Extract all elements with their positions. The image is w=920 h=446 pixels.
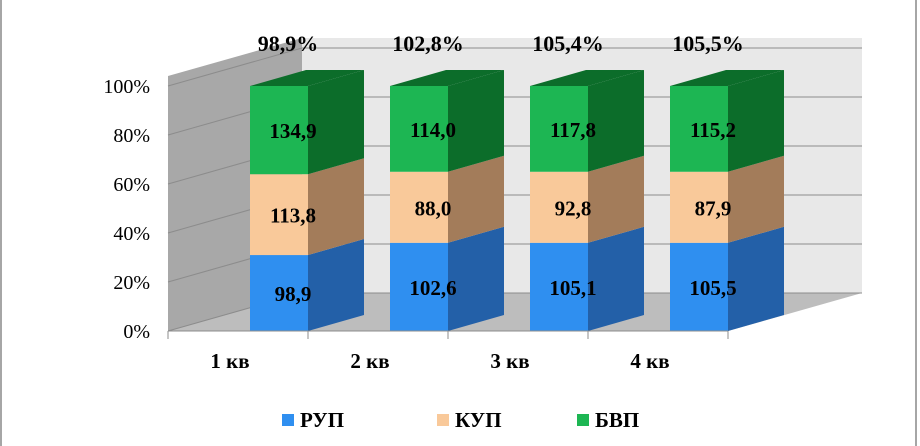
bar-front	[530, 86, 588, 172]
bar-segment: 87,9	[670, 155, 784, 243]
data-label: 105,1	[549, 276, 596, 300]
x-tick-label: 1 кв	[210, 349, 249, 373]
data-label: 117,8	[550, 118, 596, 142]
x-axis: 1 кв 2 кв 3 кв 4 кв	[167, 330, 729, 373]
bar-side	[588, 70, 644, 172]
bar-segment: 92,8	[530, 155, 644, 243]
bar-segment: 134,9	[250, 70, 364, 175]
bar-side	[728, 155, 784, 243]
bar-segment: 114,0	[390, 70, 504, 172]
y-tick-label: 20%	[113, 272, 150, 294]
bar-segment: 117,8	[530, 70, 644, 172]
legend-label: КУП	[455, 408, 502, 432]
bar-front	[670, 86, 728, 172]
bar-side	[728, 70, 784, 172]
bar-segment: 115,2	[670, 70, 784, 172]
data-label: 134,9	[269, 119, 316, 143]
bar-front	[530, 171, 588, 243]
legend-swatch	[577, 414, 589, 426]
bar-front	[670, 171, 728, 243]
data-label: 105,5	[689, 276, 736, 300]
legend-item: РУП	[282, 408, 344, 432]
bars: 98,9 113,8 134,9 102,6 88,0 114,0 105,1 92,8 117…	[250, 70, 784, 331]
bar-top	[530, 70, 644, 86]
data-label: 87,9	[695, 196, 732, 220]
bar-front	[250, 86, 308, 175]
y-tick-label: 100%	[103, 76, 150, 98]
y-tick-label: 0%	[123, 321, 150, 343]
bar-front	[250, 174, 308, 256]
y-tick-label: 80%	[113, 125, 150, 147]
gridline	[167, 47, 862, 87]
bar-segment: 113,8	[250, 158, 364, 256]
bar-segment: 88,0	[390, 155, 504, 243]
data-label: 102,6	[409, 276, 456, 300]
bar-front	[670, 242, 728, 331]
data-label: 113,8	[270, 204, 316, 228]
y-tick-label: 40%	[113, 223, 150, 245]
bar-side	[448, 155, 504, 243]
bar-front	[390, 171, 448, 243]
bar-segment: 98,9	[250, 239, 364, 331]
data-label: 98,9	[275, 282, 312, 306]
data-label: 88,0	[415, 196, 452, 220]
total-labels: 98,9% 102,8% 105,4% 105,5%	[258, 31, 744, 56]
bar-top	[670, 70, 784, 86]
bar-side	[308, 239, 364, 331]
bar-side	[588, 155, 644, 243]
bar-top	[390, 70, 504, 86]
bar-side	[448, 70, 504, 172]
bar-front	[390, 242, 448, 331]
data-label: 115,2	[690, 118, 736, 142]
legend-swatch	[282, 414, 294, 426]
frame-left-border	[0, 0, 2, 446]
legend: РУП КУП БВП	[282, 408, 639, 432]
bar-front	[250, 255, 308, 331]
legend-label: РУП	[300, 408, 344, 432]
bar-segment: 105,1	[530, 226, 644, 331]
x-tick-label: 4 кв	[630, 349, 669, 373]
legend-item: КУП	[437, 408, 502, 432]
total-label: 105,4%	[532, 31, 604, 56]
legend-item: БВП	[577, 408, 639, 432]
bar-segment: 102,6	[390, 226, 504, 331]
x-tick-label: 2 кв	[350, 349, 389, 373]
bar-side	[588, 226, 644, 331]
bar-side	[308, 70, 364, 175]
bar-side	[308, 158, 364, 256]
data-label: 92,8	[555, 196, 592, 220]
bar-front	[530, 242, 588, 331]
bar-segment: 105,5	[670, 226, 784, 331]
y-axis-ticks: 0% 20% 40% 60% 80% 100%	[103, 76, 150, 343]
bar-side	[728, 226, 784, 331]
x-tick-label: 3 кв	[490, 349, 529, 373]
bar-front	[390, 86, 448, 172]
bar-top	[250, 70, 364, 86]
legend-label: БВП	[595, 408, 639, 432]
legend-swatch	[437, 414, 449, 426]
bar-side	[448, 226, 504, 331]
total-label: 102,8%	[392, 31, 464, 56]
data-label: 114,0	[410, 118, 456, 142]
frame-right-border	[915, 0, 917, 446]
total-label: 98,9%	[258, 31, 319, 56]
y-tick-label: 60%	[113, 174, 150, 196]
total-label: 105,5%	[672, 31, 744, 56]
